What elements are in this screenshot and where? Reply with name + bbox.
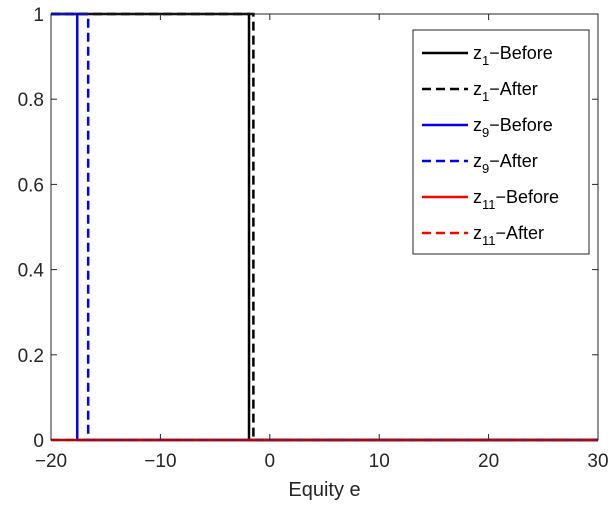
- y-tick-label: 0.2: [18, 346, 44, 367]
- legend-entry: z1−Before: [473, 43, 553, 68]
- y-tick-label: 0.8: [18, 90, 44, 111]
- legend-entry-subscript: 11: [482, 197, 496, 212]
- legend-entry: z11−Before: [473, 187, 559, 212]
- legend-entry: z11−After: [473, 223, 544, 248]
- legend-entry-suffix: −After: [489, 79, 538, 99]
- ticks-layer: −20 −10 0 10 20 30 0 0.2 0.4 0.6 0.8 1: [18, 5, 609, 472]
- legend-entry-suffix: −After: [496, 223, 545, 243]
- legend-entry-suffix: −Before: [496, 187, 560, 207]
- legend-entry-suffix: −Before: [489, 115, 553, 135]
- x-tick-label: 10: [369, 451, 390, 472]
- legend: z1−Beforez1−Afterz9−Beforez9−Afterz11−Be…: [412, 29, 590, 255]
- x-tick-label: 20: [478, 451, 499, 472]
- legend-entry-base: z: [473, 151, 482, 171]
- y-tick-label: 0.6: [18, 175, 44, 196]
- legend-entry-base: z: [473, 79, 482, 99]
- legend-entry: z9−Before: [473, 115, 553, 140]
- legend-entry-base: z: [473, 115, 482, 135]
- y-tick-label: 0.4: [18, 261, 45, 282]
- plot-frame: [50, 13, 599, 441]
- y-tick-label: 1: [33, 5, 44, 26]
- x-tick-label: 0: [265, 451, 276, 472]
- legend-entry: z9−After: [473, 151, 538, 176]
- legend-box: [412, 29, 590, 255]
- x-tick-label: −10: [144, 451, 176, 472]
- legend-entry-subscript: 9: [482, 161, 489, 176]
- legend-entry: z1−After: [473, 79, 538, 104]
- legend-entry-base: z: [473, 223, 482, 243]
- legend-entry-base: z: [473, 43, 482, 63]
- y-tick-label: 0: [33, 431, 44, 452]
- legend-entry-suffix: −After: [489, 151, 538, 171]
- legend-entry-subscript: 11: [482, 233, 496, 248]
- legend-entry-subscript: 9: [482, 125, 489, 140]
- legend-entry-base: z: [473, 187, 482, 207]
- x-tick-label: 30: [587, 451, 608, 472]
- legend-entry-subscript: 1: [482, 53, 489, 68]
- legend-entry-suffix: −Before: [489, 43, 553, 63]
- x-tick-label: −20: [35, 451, 67, 472]
- legend-entry-subscript: 1: [482, 89, 489, 104]
- x-axis-label: Equity e: [288, 479, 360, 501]
